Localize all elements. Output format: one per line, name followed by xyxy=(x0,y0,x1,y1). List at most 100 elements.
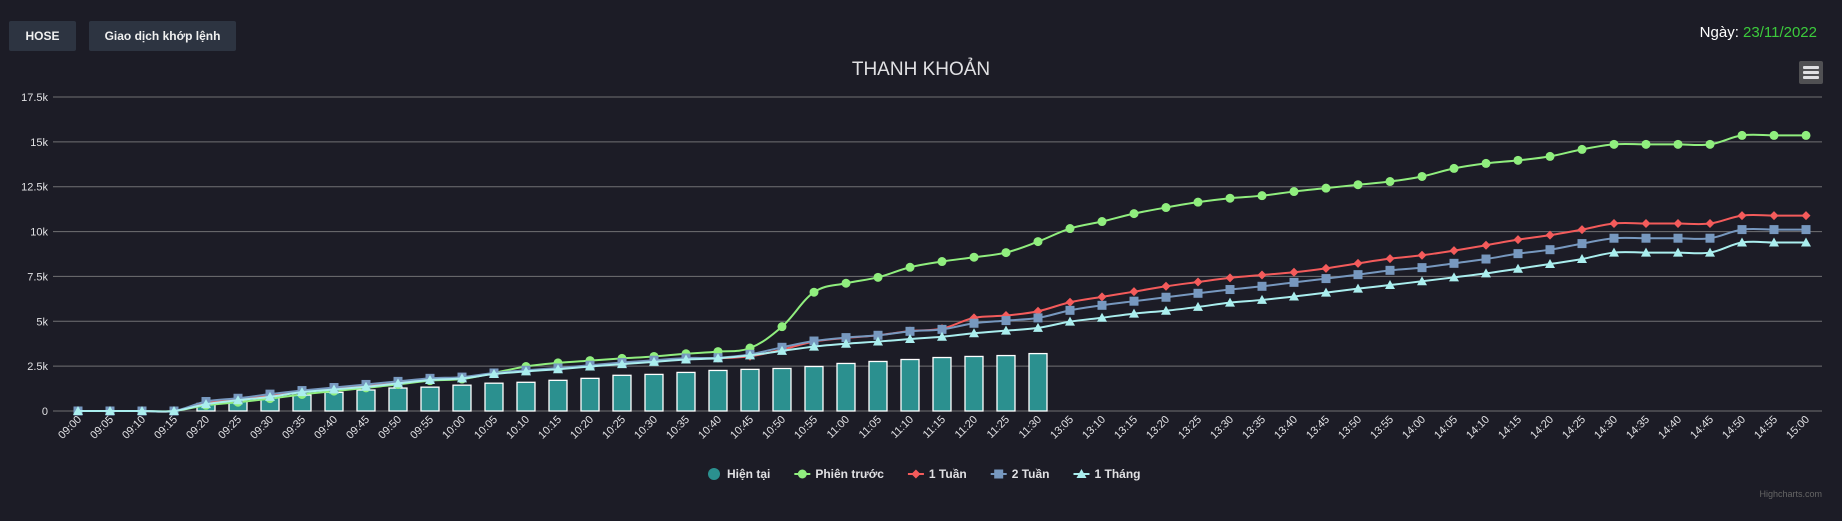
point-2-tuan[interactable] xyxy=(1417,263,1427,273)
point-1-tuan[interactable] xyxy=(1129,287,1139,297)
point-1-thang[interactable] xyxy=(233,395,243,405)
point-2-tuan[interactable] xyxy=(1321,274,1331,284)
point-phien-truoc[interactable] xyxy=(1289,187,1299,197)
point-1-tuan[interactable] xyxy=(1545,230,1555,240)
point-1-thang[interactable] xyxy=(809,341,819,351)
point-1-thang[interactable] xyxy=(1737,237,1747,247)
point-1-tuan[interactable] xyxy=(1609,218,1619,228)
bar-hien-tai[interactable] xyxy=(484,382,504,412)
point-1-thang[interactable] xyxy=(905,334,915,344)
point-phien-truoc[interactable] xyxy=(1577,144,1587,154)
point-phien-truoc[interactable] xyxy=(1801,130,1811,140)
bar-hien-tai[interactable] xyxy=(772,367,792,412)
point-phien-truoc[interactable] xyxy=(809,287,819,297)
point-2-tuan[interactable] xyxy=(1705,233,1715,243)
bar-hien-tai[interactable] xyxy=(740,368,760,412)
point-1-tuan[interactable] xyxy=(1225,273,1235,283)
point-1-thang[interactable] xyxy=(105,406,115,415)
point-1-thang[interactable] xyxy=(1513,263,1523,273)
point-1-thang[interactable] xyxy=(1097,312,1107,322)
point-2-tuan[interactable] xyxy=(1481,254,1491,264)
point-1-tuan[interactable] xyxy=(1193,277,1203,287)
point-2-tuan[interactable] xyxy=(1033,313,1043,323)
point-1-tuan[interactable] xyxy=(1769,211,1779,221)
point-phien-truoc[interactable] xyxy=(841,278,851,288)
point-phien-truoc[interactable] xyxy=(1513,155,1523,165)
point-1-thang[interactable] xyxy=(1193,301,1203,311)
point-1-tuan[interactable] xyxy=(1801,211,1811,221)
point-1-thang[interactable] xyxy=(1353,283,1363,293)
point-1-thang[interactable] xyxy=(201,399,211,409)
point-1-thang[interactable] xyxy=(1385,280,1395,290)
legend-item-1-thang[interactable]: 1 Tháng xyxy=(1073,467,1141,481)
point-1-tuan[interactable] xyxy=(1065,297,1075,307)
point-1-thang[interactable] xyxy=(841,338,851,348)
point-2-tuan[interactable] xyxy=(1161,292,1171,302)
point-1-thang[interactable] xyxy=(361,381,371,391)
point-2-tuan[interactable] xyxy=(1609,233,1619,243)
bar-hien-tai[interactable] xyxy=(356,389,376,412)
point-1-thang[interactable] xyxy=(1001,325,1011,335)
point-1-tuan[interactable] xyxy=(1097,292,1107,302)
point-2-tuan[interactable] xyxy=(1801,225,1811,235)
point-1-tuan[interactable] xyxy=(1289,267,1299,277)
bar-hien-tai[interactable] xyxy=(676,371,696,412)
point-phien-truoc[interactable] xyxy=(1225,193,1235,203)
hose-button[interactable]: HOSE xyxy=(9,21,76,51)
point-2-tuan[interactable] xyxy=(841,333,851,343)
bar-hien-tai[interactable] xyxy=(420,386,440,412)
point-phien-truoc[interactable] xyxy=(1673,139,1683,149)
point-phien-truoc[interactable] xyxy=(1257,191,1267,201)
point-1-thang[interactable] xyxy=(1673,247,1683,257)
legend-item-1-tuan[interactable]: 1 Tuần xyxy=(907,467,967,481)
point-2-tuan[interactable] xyxy=(1449,258,1459,268)
point-1-thang[interactable] xyxy=(1129,308,1139,318)
point-1-thang[interactable] xyxy=(1769,237,1779,247)
bar-hien-tai[interactable] xyxy=(964,355,984,412)
point-2-tuan[interactable] xyxy=(1289,277,1299,287)
point-1-thang[interactable] xyxy=(1289,291,1299,301)
bar-hien-tai[interactable] xyxy=(452,384,472,412)
point-2-tuan[interactable] xyxy=(1193,288,1203,298)
point-1-thang[interactable] xyxy=(681,354,691,364)
point-phien-truoc[interactable] xyxy=(1609,139,1619,149)
point-1-thang[interactable] xyxy=(265,391,275,401)
point-phien-truoc[interactable] xyxy=(1161,203,1171,213)
point-1-thang[interactable] xyxy=(1449,272,1459,282)
point-2-tuan[interactable] xyxy=(809,336,819,346)
point-1-thang[interactable] xyxy=(1225,297,1235,307)
point-1-thang[interactable] xyxy=(1705,247,1715,257)
point-1-thang[interactable] xyxy=(1417,276,1427,286)
bar-hien-tai[interactable] xyxy=(1028,352,1048,412)
point-2-tuan[interactable] xyxy=(1225,285,1235,295)
point-1-tuan[interactable] xyxy=(1417,250,1427,260)
point-2-tuan[interactable] xyxy=(1129,296,1139,306)
point-2-tuan[interactable] xyxy=(1257,281,1267,291)
bar-hien-tai[interactable] xyxy=(612,374,632,412)
point-1-thang[interactable] xyxy=(1033,322,1043,332)
point-phien-truoc[interactable] xyxy=(1321,183,1331,193)
point-1-thang[interactable] xyxy=(873,336,883,346)
point-1-thang[interactable] xyxy=(969,328,979,338)
point-1-thang[interactable] xyxy=(169,406,179,415)
giao-dich-khop-lenh-button[interactable]: Giao dịch khớp lệnh xyxy=(89,21,236,51)
bar-hien-tai[interactable] xyxy=(804,365,824,412)
point-1-tuan[interactable] xyxy=(1737,211,1747,221)
point-phien-truoc[interactable] xyxy=(1001,248,1011,258)
point-1-thang[interactable] xyxy=(649,356,659,366)
bar-hien-tai[interactable] xyxy=(868,360,888,412)
point-1-tuan[interactable] xyxy=(1385,254,1395,264)
point-1-tuan[interactable] xyxy=(1513,235,1523,245)
point-1-thang[interactable] xyxy=(1545,259,1555,269)
point-2-tuan[interactable] xyxy=(937,324,947,334)
point-1-tuan[interactable] xyxy=(1321,263,1331,273)
point-1-thang[interactable] xyxy=(73,406,83,415)
point-1-thang[interactable] xyxy=(297,387,307,397)
point-phien-truoc[interactable] xyxy=(1129,209,1139,219)
point-1-thang[interactable] xyxy=(1065,316,1075,326)
bar-hien-tai[interactable] xyxy=(580,377,600,412)
point-1-thang[interactable] xyxy=(1641,247,1651,257)
point-phien-truoc[interactable] xyxy=(1769,130,1779,140)
legend-item-2-tuan[interactable]: 2 Tuần xyxy=(990,467,1050,481)
bar-hien-tai[interactable] xyxy=(708,369,728,412)
